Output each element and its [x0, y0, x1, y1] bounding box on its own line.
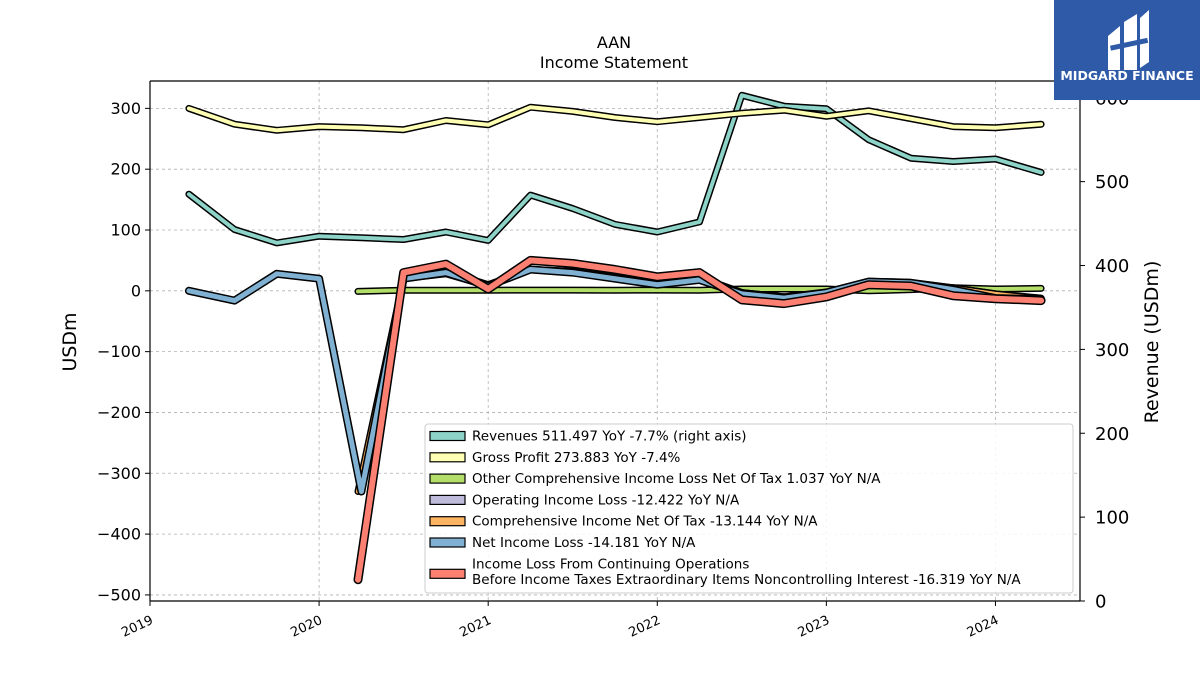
series-line-0	[186, 93, 1044, 245]
legend-swatch-1	[429, 452, 466, 463]
legend-swatch-0	[429, 430, 466, 442]
legend-swatch-5	[429, 537, 466, 548]
right-tick-label: 300	[1095, 340, 1129, 361]
x-tick-label: 2019	[119, 613, 155, 641]
x-tick-label: 2024	[965, 613, 1001, 641]
left-tick-label: −200	[97, 403, 141, 422]
legend-swatch-2	[429, 473, 466, 484]
right-tick-label: 400	[1095, 256, 1129, 277]
left-tick-label: 200	[110, 160, 141, 179]
left-tick-label: 0	[131, 281, 141, 300]
legend-label-6-line2: Before Income Taxes Extraordinary Items …	[472, 572, 1021, 588]
logo-mark-icon	[1108, 10, 1149, 70]
x-ticks: 2019 2020 2021 2022 2023 2024	[119, 601, 1001, 641]
legend-frame	[424, 423, 1074, 594]
plot-lines	[184, 91, 1046, 585]
right-y-ticks: 0100200300400500600	[1080, 88, 1129, 613]
y-axis-label-right: Revenue (USDm)	[1141, 261, 1163, 424]
x-tick-label: 2023	[796, 613, 832, 641]
right-tick-label: 500	[1095, 172, 1129, 193]
series-line-1	[186, 105, 1044, 133]
legend-label-5: Net Income Loss -14.181 YoY N/A	[472, 535, 696, 551]
legend-label-2: Other Comprehensive Income Loss Net Of T…	[472, 471, 881, 487]
left-tick-label: 300	[110, 99, 141, 118]
legend-swatch-6	[429, 568, 466, 579]
legend-swatch-4	[429, 516, 466, 527]
x-tick-label: 2022	[627, 613, 663, 641]
legend-label-3: Operating Income Loss -12.422 YoY N/A	[472, 492, 740, 508]
legend-label-0: Revenues 511.497 YoY -7.7% (right axis)	[472, 429, 747, 445]
left-tick-label: 100	[110, 221, 141, 240]
right-tick-label: 0	[1095, 592, 1106, 613]
legend-label-1: Gross Profit 273.883 YoY -7.4%	[472, 450, 681, 466]
legend: Revenues 511.497 YoY -7.7% (right axis) G…	[424, 423, 1074, 594]
x-tick-label: 2021	[458, 613, 494, 641]
chart-subtitle: Income Statement	[540, 53, 688, 72]
y-axis-label-left: USDm	[59, 312, 81, 371]
series-line-6	[355, 257, 1045, 583]
legend-label-4: Comprehensive Income Net Of Tax -13.144 …	[472, 514, 818, 530]
left-tick-label: −300	[97, 464, 141, 483]
legend-swatch-3	[429, 494, 466, 505]
logo-text: MIDGARD FINANCE	[1060, 68, 1193, 83]
left-y-ticks: 300 200 100 0 −100 −200 −300 −400 −500	[97, 99, 150, 604]
axes	[149, 80, 1081, 602]
right-tick-label: 200	[1095, 424, 1129, 445]
left-tick-label: −500	[97, 585, 141, 604]
legend-label-6-line1: Income Loss From Continuing Operations	[472, 556, 749, 572]
chart-title: AAN	[597, 33, 631, 52]
midgard-finance-logo: MIDGARD FINANCE	[1054, 0, 1200, 100]
left-tick-label: −100	[97, 342, 141, 361]
left-tick-label: −400	[97, 525, 141, 544]
right-tick-label: 100	[1095, 508, 1129, 529]
x-tick-label: 2020	[288, 613, 324, 641]
